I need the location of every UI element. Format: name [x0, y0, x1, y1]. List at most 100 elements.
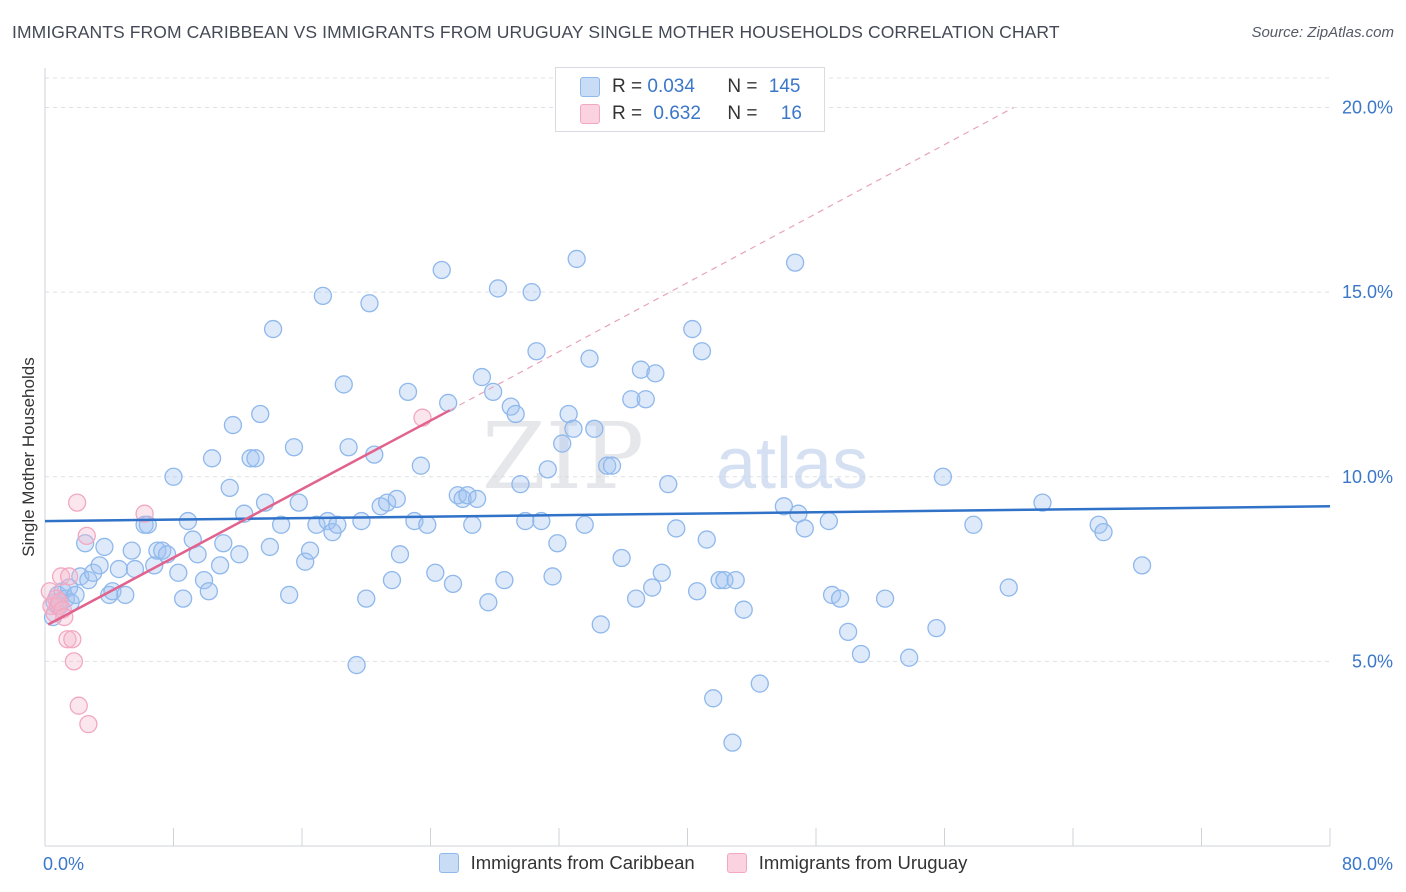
caribbean-point	[598, 456, 617, 475]
caribbean-point	[659, 475, 678, 494]
caribbean-point	[538, 460, 557, 479]
caribbean-point	[352, 511, 371, 531]
y-tick-label: 20.0%	[1342, 98, 1393, 118]
legend-r-label: R =	[612, 76, 643, 97]
uruguay-trend-extension	[449, 107, 1014, 411]
uruguay-point	[64, 652, 84, 671]
caribbean-point	[260, 537, 280, 557]
caribbean-point	[543, 567, 562, 586]
uruguay-point	[69, 696, 88, 715]
uruguay-point	[135, 504, 154, 523]
caribbean-point	[169, 563, 188, 582]
caribbean-point	[734, 600, 753, 619]
watermark-atlas: atlas	[716, 424, 868, 504]
uruguay-trend-line	[47, 409, 451, 626]
caribbean-point	[933, 467, 953, 486]
caribbean-point	[241, 449, 260, 468]
caribbean-point	[377, 493, 397, 512]
legend-row-caribbean: R = 0.034 N = 145	[580, 74, 800, 100]
caribbean-point	[178, 511, 198, 531]
caribbean-point	[76, 534, 95, 553]
trend-lines	[44, 107, 1331, 626]
caribbean-point	[463, 515, 482, 534]
caribbean-point	[95, 537, 114, 557]
caribbean-point	[84, 563, 103, 582]
series-label-uruguay: Immigrants from Uruguay	[758, 852, 968, 873]
caribbean-point	[750, 674, 769, 693]
caribbean-point	[652, 563, 671, 582]
caribbean-point	[246, 449, 265, 468]
axes	[44, 68, 1331, 847]
caribbean-point	[927, 619, 946, 638]
caribbean-point	[643, 578, 662, 597]
legend-n-label: N =	[727, 103, 758, 124]
caribbean-point	[339, 438, 358, 457]
y-tick-label: 5.0%	[1352, 651, 1393, 671]
caribbean-point	[289, 493, 308, 512]
series-swatch-caribbean	[438, 853, 459, 873]
y-tick-label: 15.0%	[1342, 282, 1393, 302]
legend: R = 0.034 N = 145 R = 0.632 N = 16	[555, 67, 825, 132]
series-legend-caribbean: Immigrants from Caribbean	[438, 852, 695, 874]
caribbean-point	[411, 456, 431, 475]
caribbean-point	[467, 489, 487, 509]
caribbean-point	[697, 530, 716, 549]
caribbean-point	[296, 552, 315, 571]
uruguay-point	[67, 493, 87, 512]
caribbean-point	[426, 563, 445, 582]
caribbean-point	[472, 367, 492, 387]
caribbean-point	[279, 585, 299, 605]
caribbean-point	[723, 733, 742, 752]
x-tick-label: 0.0%	[43, 854, 84, 874]
caribbean-point	[66, 585, 85, 605]
source-label: Source: ZipAtlas.com	[1251, 24, 1394, 41]
caribbean-point	[580, 349, 599, 368]
caribbean-point	[251, 404, 270, 424]
caribbean-point	[300, 541, 320, 560]
caribbean-point	[334, 375, 353, 394]
caribbean-point	[626, 589, 646, 608]
caribbean-point	[667, 519, 686, 538]
y-tick-label: 10.0%	[1342, 467, 1393, 487]
caribbean-point	[263, 319, 283, 339]
caribbean-point	[214, 534, 233, 553]
legend-swatch-uruguay	[580, 104, 600, 124]
caribbean-point	[360, 294, 379, 313]
caribbean-point	[838, 622, 858, 641]
caribbean-point	[527, 342, 546, 361]
caribbean-point	[432, 260, 451, 280]
legend-row-uruguay: R = 0.632 N = 16	[580, 101, 802, 127]
caribbean-point	[622, 390, 641, 409]
legend-r-value: 0.034	[647, 76, 695, 97]
caribbean-point	[148, 541, 167, 560]
series-label-caribbean: Immigrants from Caribbean	[470, 852, 695, 873]
caribbean-point	[875, 589, 895, 608]
uruguay-point	[79, 715, 98, 734]
caribbean-point	[785, 253, 805, 272]
caribbean-point	[271, 515, 291, 534]
caribbean-point	[687, 582, 707, 601]
caribbean-point	[774, 497, 794, 516]
caribbean-point	[999, 578, 1018, 597]
caribbean-point	[164, 467, 183, 486]
caribbean-point	[230, 545, 249, 564]
caribbean-point	[575, 515, 594, 534]
caribbean-point	[704, 689, 723, 708]
legend-r-label: R =	[612, 103, 643, 124]
caribbean-point	[387, 489, 406, 509]
caribbean-point	[210, 556, 230, 575]
series-legend-uruguay: Immigrants from Uruguay	[726, 852, 968, 874]
caribbean-point	[479, 593, 498, 612]
legend-n-value: 16	[780, 103, 802, 124]
caribbean-point	[631, 360, 651, 379]
caribbean-point	[567, 249, 586, 269]
caribbean-point	[683, 319, 702, 339]
caribbean-point	[1033, 493, 1052, 512]
caribbean-point	[585, 419, 604, 438]
caribbean-point	[488, 279, 508, 298]
caribbean-point	[173, 589, 193, 608]
caribbean-point	[390, 545, 410, 564]
caribbean-point	[522, 283, 541, 302]
caribbean-point	[900, 648, 919, 667]
